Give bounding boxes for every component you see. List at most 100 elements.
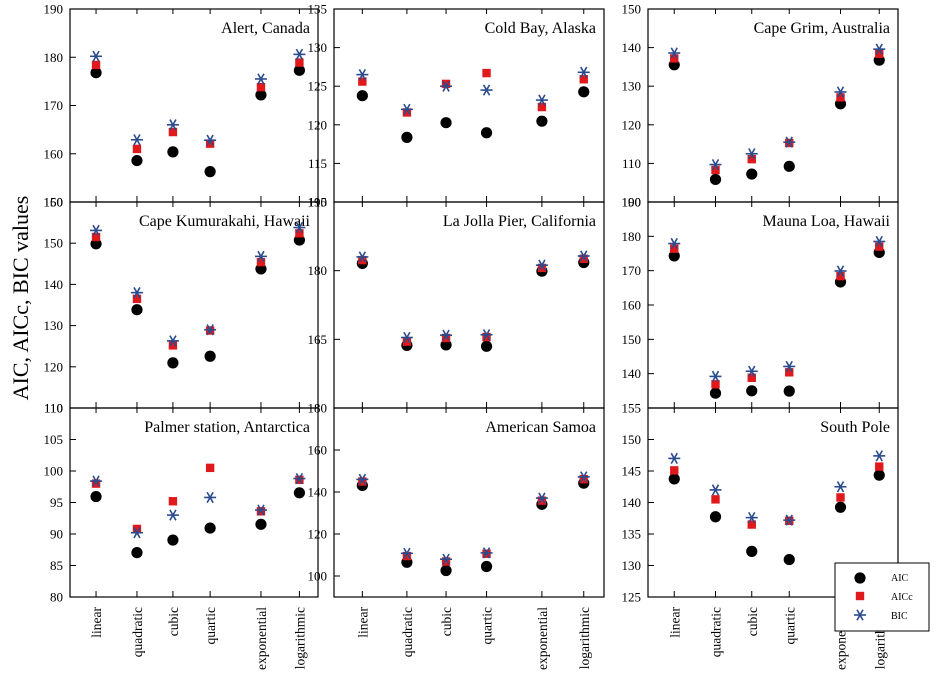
x-category-label-exponential: exponential [535,607,550,670]
point-aicc [205,139,215,148]
y-tick-label: 105 [44,432,64,447]
x-category-label-cubic: cubic [439,607,454,636]
point-bic [783,136,796,148]
point-bic [783,360,796,373]
panel-frame [333,201,605,409]
point-bic [873,43,886,55]
point-aicc [747,154,756,164]
y-tick-label: 180 [44,50,64,65]
y-tick-label: 90 [50,527,63,542]
point-aicc [168,341,178,350]
y-tick-label: 135 [308,2,328,17]
point-bic [834,481,847,493]
x-category-label-linear: linear [355,606,370,637]
point-aic [293,487,305,499]
point-bic [90,224,103,237]
point-bic [356,69,369,81]
point-bic [535,259,548,271]
panel-title: Alert, Canada [221,20,310,37]
point-aic [131,304,143,316]
point-bic [834,86,847,98]
point-aicc [537,102,547,112]
y-tick-label: 145 [622,464,642,479]
point-aicc [482,332,491,342]
point-aicc [836,271,845,281]
point-bic [293,221,306,234]
panel-title: Cape Grim, Australia [754,20,890,37]
y-tick-label: 120 [308,117,328,132]
x-category-label-quadratic: quadratic [400,607,415,657]
y-tick-label: 100 [44,464,64,479]
x-category-label-linear: linear [667,606,682,637]
y-tick-label: 155 [622,401,642,416]
point-aic [578,86,590,98]
point-aic [536,115,548,127]
point-bic [166,119,179,131]
panel-frame [333,407,605,598]
point-bic [166,509,179,521]
point-bic [90,50,103,62]
point-aic [440,564,452,577]
y-tick-label: 130 [622,558,642,573]
y-tick-label: 85 [50,558,63,573]
legend-marker-aicc [855,591,865,601]
point-aic [204,166,216,178]
point-bic [400,547,413,559]
point-aic [783,385,795,397]
point-bic [166,335,179,347]
y-tick-label: 120 [622,117,642,132]
point-aic [255,518,267,530]
point-bic [834,265,847,277]
point-bic [577,250,590,262]
y-tick-label: 170 [44,98,64,113]
y-tick-label: 110 [44,401,63,416]
point-bic [480,547,493,559]
y-tick-label: 150 [622,2,642,17]
point-aicc [295,229,304,238]
y-tick-label: 110 [44,401,63,416]
point-aicc [537,263,547,273]
point-aic [255,89,267,101]
y-tick-label: 125 [308,79,328,94]
y-tick-label: 140 [622,366,642,381]
x-category-label-exponential: exponential [254,607,269,670]
point-bic [293,472,306,485]
panel-frame [333,8,605,203]
point-aicc [91,232,101,242]
y-tick-label: 95 [50,495,63,510]
y-tick-label: 140 [308,485,328,500]
x-category-label-linear: linear [89,606,104,637]
y-tick-label: 130 [308,40,328,55]
point-bic [400,331,413,344]
point-aicc [785,368,794,377]
point-bic [90,475,103,487]
point-aicc [441,79,451,89]
y-tick-label: 190 [622,195,642,210]
point-aic [480,560,493,573]
legend-label-aic: AIC [891,573,909,584]
x-category-label-quadratic: quadratic [709,607,724,657]
point-aicc [358,255,367,265]
y-tick-label: 140 [44,277,64,292]
point-aic [131,547,143,559]
y-tick-label: 160 [622,298,642,313]
y-tick-label: 195 [308,195,328,210]
point-aicc [747,373,756,382]
point-aic [204,522,216,534]
point-aic [834,501,847,513]
point-aic [709,173,722,186]
point-bic [577,66,590,78]
y-tick-label: 190 [44,2,64,17]
point-bic [535,94,548,106]
panel-frame [69,201,319,409]
point-aic [709,387,722,399]
point-aicc [875,49,884,58]
x-category-label-logarithmic: logarithmic [577,607,592,669]
point-aicc [670,54,679,63]
point-bic [668,452,681,465]
y-tick-label: 100 [308,569,328,584]
point-aicc [205,463,215,473]
point-bic [577,471,590,483]
point-aicc [747,520,756,529]
